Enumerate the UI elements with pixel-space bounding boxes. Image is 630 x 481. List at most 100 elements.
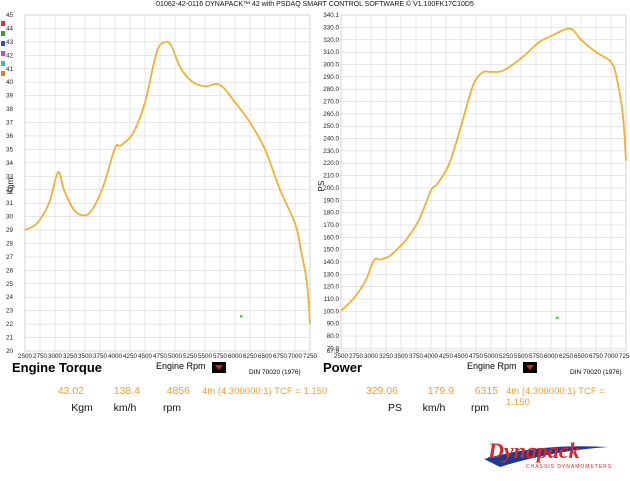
torque-x-tick-label: 6750 [273,353,288,360]
power-y-tick-label: 130.0 [323,271,339,278]
power-y-tick-label: 150.0 [323,247,339,254]
torque-x-tick-label: 3500 [78,353,93,360]
power-rpm-dropdown[interactable] [523,362,537,373]
power-y-tick-label: 80.0 [327,333,340,340]
power-x-tick-label: 2500 [334,353,349,360]
svg-text:CHASSIS DYNAMOMETERS: CHASSIS DYNAMOMETERS [526,464,612,470]
torque-y-tick-label: 28 [6,240,14,247]
power-y-min-label: 67.9 [327,348,340,355]
torque-y-tick-label: 45 [6,12,14,19]
torque-rpm-dropdown[interactable] [212,362,226,373]
dynapack-logo-graphic: Dynapack CHASSIS DYNAMOMETERS [484,438,612,470]
power-gear-ratio: 4th (4.300000:1) TCF = 1.150 [506,386,605,408]
power-x-tick-label: 7000 [604,353,619,360]
torque-x-tick-label: 5250 [183,353,198,360]
torque-y-tick-label: 21 [6,335,14,342]
torque-x-tick-label: 6500 [258,353,273,360]
power-y-tick-label: 140.0 [323,259,339,266]
power-y-tick-label: 260.0 [323,111,339,118]
power-plot-area [340,14,627,352]
power-readout-rpm: 6315 [474,385,498,397]
series-color-swatch[interactable] [1,21,5,26]
torque-chart-title: Engine Torque [12,360,103,375]
report-header: 01062-42-0116 DYNAPACK™ 42 with PSDAQ SM… [156,1,474,8]
power-y-tick-label: 110.0 [324,296,340,303]
power-unit-speed: km/h [422,402,446,414]
torque-y-tick-label: 40 [6,79,14,86]
series-color-swatch[interactable] [1,61,5,66]
power-x-tick-label: 4750 [469,353,484,360]
torque-x-tick-label: 7250 [303,353,318,360]
power-y-tick-label: 280.0 [323,86,339,93]
torque-x-tick-label: 2500 [18,353,33,360]
torque-x-tick-label: 6250 [243,353,258,360]
power-y-tick-label: 90.0 [327,321,340,328]
torque-x-tick-label: 5750 [213,353,228,360]
power-y-tick-label: 300.0 [323,61,339,68]
torque-curve-line [24,40,311,325]
series-color-swatch[interactable] [1,71,5,76]
series-color-swatch[interactable] [1,31,5,36]
power-x-tick-label: 5750 [529,353,544,360]
series-color-swatch[interactable] [1,41,5,46]
power-x-tick-label: 5500 [514,353,529,360]
torque-x-tick-label: 4750 [153,353,168,360]
torque-y-tick-label: 26 [6,267,14,274]
power-y-max-label: 340.1 [323,12,339,19]
torque-readout-speed: 138.4 [113,385,140,397]
power-y-tick-label: 320.0 [323,37,339,44]
power-x-tick-label: 6000 [544,353,559,360]
torque-x-tick-label: 4500 [138,353,153,360]
power-x-tick-label: 5250 [499,353,514,360]
dynapack-logo: Dynapack CHASSIS DYNAMOMETERS [480,437,612,473]
torque-plot-area [24,14,311,352]
power-y-tick-label: 330.0 [323,24,339,31]
power-y-tick-label: 190.0 [323,197,339,204]
torque-rpm-label: Engine Rpm [156,361,206,371]
power-y-tick-label: 240.0 [323,136,339,143]
torque-y-tick-label: 32 [6,187,14,194]
torque-x-tick-label: 3750 [93,353,108,360]
torque-x-tick-label: 5000 [168,353,183,360]
dropdown-arrow-icon [526,365,534,370]
torque-readout-value: 43.02 [57,385,84,397]
torque-x-tick-label: 7000 [288,353,303,360]
torque-gear-ratio: 4th (4.300000:1) TCF = 1.150 [202,386,328,397]
dropdown-arrow-icon [215,365,223,370]
torque-y-tick-label: 33 [6,173,14,180]
torque-y-tick-label: 27 [6,254,14,261]
power-x-tick-label: 6250 [559,353,574,360]
torque-y-tick-label: 43 [6,39,14,46]
power-din-standard: DIN 70020 (1976) [570,369,622,376]
torque-x-tick-label: 4250 [123,353,138,360]
power-unit-rpm: rpm [470,402,490,414]
power-y-tick-label: 160.0 [323,234,339,241]
power-readout-speed: 179.9 [427,385,454,397]
torque-y-tick-label: 20 [6,348,14,355]
torque-y-tick-label: 35 [6,146,14,153]
torque-y-tick-label: 25 [6,281,14,288]
power-y-tick-label: 230.0 [323,148,339,155]
torque-unit-rpm: rpm [162,402,182,414]
torque-x-tick-label: 3000 [48,353,63,360]
power-x-tick-label: 6500 [574,353,589,360]
power-y-tick-label: 290.0 [323,74,339,81]
power-y-tick-label: 310.0 [323,49,339,56]
power-x-tick-label: 4250 [439,353,454,360]
power-y-tick-label: 100.0 [323,308,339,315]
series-color-swatch[interactable] [1,51,5,56]
torque-x-tick-label: 3250 [63,353,78,360]
power-y-tick-label: 220.0 [323,160,339,167]
torque-y-axis-label: Kgm [6,177,15,194]
torque-y-tick-label: 42 [6,52,14,59]
power-unit-ps: PS [387,402,402,414]
torque-x-tick-label: 5500 [198,353,213,360]
torque-y-tick-label: 24 [6,294,14,301]
torque-x-tick-label: 2750 [33,353,48,360]
power-x-tick-label: 4500 [454,353,469,360]
power-readout-value: 329.06 [365,385,398,397]
torque-readout-rpm: 4856 [166,385,190,397]
torque-y-tick-label: 38 [6,106,14,113]
power-y-tick-label: 210.0 [323,173,339,180]
power-x-tick-label: 3500 [394,353,409,360]
